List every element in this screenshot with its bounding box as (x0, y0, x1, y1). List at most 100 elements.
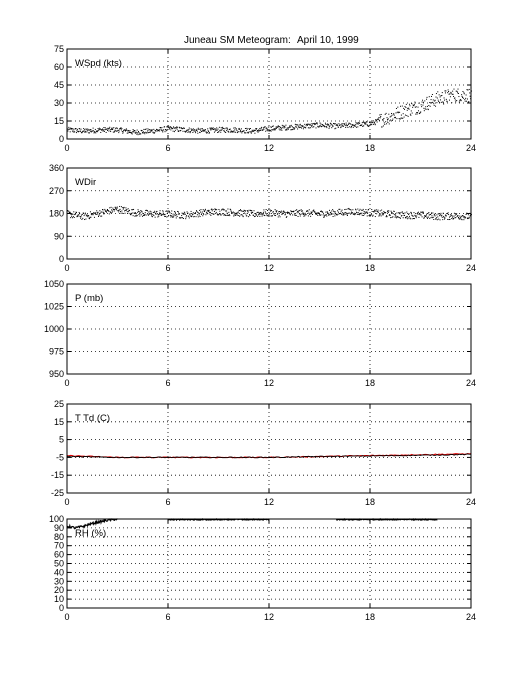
wdir-data-point (385, 212, 387, 214)
wdir-data-point (222, 213, 224, 215)
wspd-data-point (419, 112, 421, 114)
wdir-data-point (138, 214, 140, 216)
wspd-data-point (144, 133, 146, 135)
wspd-data-point (74, 131, 76, 133)
wdir-data-point (372, 215, 374, 217)
wdir-data-point (353, 212, 355, 214)
wspd-data-point (244, 132, 246, 134)
wspd-data-point (437, 99, 439, 101)
wspd-data-point (244, 127, 246, 129)
wdir-data-point (376, 213, 378, 215)
wspd-data-point (102, 130, 104, 132)
wspd-data-point (304, 123, 306, 125)
wspd-data-point (125, 129, 127, 131)
wspd-data-point (388, 123, 390, 125)
wdir-data-point (305, 214, 307, 216)
wspd-data-point (210, 129, 212, 131)
wdir-data-point (246, 210, 248, 212)
wdir-data-point (337, 213, 339, 215)
wspd-data-point (165, 129, 167, 131)
wdir-data-point (229, 208, 231, 210)
wspd-data-point (111, 129, 113, 131)
wdir-data-point (150, 213, 152, 215)
wdir-data-point (352, 209, 354, 211)
wspd-data-point (224, 128, 226, 130)
wspd-data-point (215, 128, 217, 130)
wdir-data-point (400, 211, 402, 213)
wdir-data-point (457, 216, 459, 218)
wdir-data-point (398, 212, 400, 214)
wdir-data-point (351, 212, 353, 214)
wspd-data-point (312, 123, 314, 125)
wdir-data-point (268, 214, 270, 216)
wdir-data-point (404, 212, 406, 214)
wspd-data-point (458, 101, 460, 103)
wdir-data-point (304, 212, 306, 214)
wdir-data-point (378, 215, 380, 217)
wdir-data-point (319, 214, 321, 216)
wspd-data-point (122, 132, 124, 134)
wspd-data-point (446, 100, 448, 102)
wdir-data-point (324, 214, 326, 216)
wdir-data-point (358, 210, 360, 212)
wspd-data-point (462, 97, 464, 99)
wdir-data-point (119, 208, 121, 210)
wspd-data-point (156, 129, 158, 131)
wspd-data-point (400, 114, 402, 116)
wspd-data-point (288, 127, 290, 129)
wspd-data-point (129, 131, 131, 133)
wdir-data-point (216, 209, 218, 211)
wdir-data-point (453, 212, 455, 214)
wdir-data-point (207, 213, 209, 215)
wspd-data-point (357, 126, 359, 128)
wspd-data-point (196, 128, 198, 130)
wspd-data-point (389, 116, 391, 118)
wdir-data-point (442, 212, 444, 214)
wdir-data-point (241, 210, 243, 212)
wspd-data-point (382, 125, 384, 127)
wdir-data-point (296, 209, 298, 211)
rh-ytick-label: 0 (59, 603, 64, 613)
wdir-data-point (213, 210, 215, 212)
wdir-data-point (181, 212, 183, 214)
wdir-data-point (454, 217, 456, 219)
wspd-data-point (387, 118, 389, 120)
wdir-data-point (196, 214, 198, 216)
wspd-data-point (357, 123, 359, 125)
wdir-data-point (239, 210, 241, 212)
wdir-data-point (363, 211, 365, 213)
wdir-data-point (143, 214, 145, 216)
wspd-panel-label: WSpd (kts) (75, 58, 122, 69)
wspd-data-point (342, 125, 344, 127)
wspd-data-point (258, 129, 260, 131)
wspd-data-point (188, 127, 190, 129)
wdir-data-point (407, 218, 409, 220)
wdir-data-point (395, 214, 397, 216)
wdir-data-point (164, 215, 166, 217)
wspd-data-point (158, 129, 160, 131)
wdir-data-point (174, 213, 176, 215)
wspd-data-point (401, 105, 403, 107)
wspd-data-point (96, 130, 98, 132)
wspd-data-point (249, 131, 251, 133)
wdir-data-point (440, 212, 442, 214)
temp-ytick-label: 15 (54, 417, 64, 427)
wspd-data-point (70, 128, 72, 130)
wspd-data-point (142, 131, 144, 133)
wdir-data-point (112, 207, 114, 209)
wdir-data-point (140, 210, 142, 212)
rh-ytick-label: 10 (54, 594, 64, 604)
wspd-data-point (172, 128, 174, 130)
wspd-data-point (84, 129, 86, 131)
wdir-data-point (468, 216, 470, 218)
wspd-data-point (464, 99, 466, 101)
wdir-data-point (427, 213, 429, 215)
wdir-data-point (325, 214, 327, 216)
wdir-data-point (222, 208, 224, 210)
wspd-data-point (115, 127, 117, 129)
wspd-data-point (196, 130, 198, 132)
wspd-data-point (345, 126, 347, 128)
wspd-data-point (197, 132, 199, 134)
wspd-data-point (83, 130, 85, 132)
